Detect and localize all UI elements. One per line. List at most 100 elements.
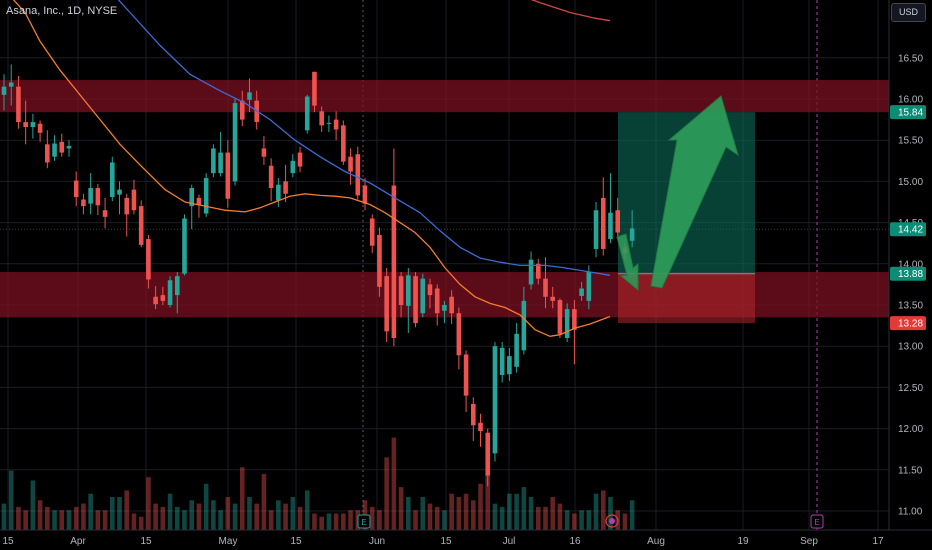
price-tick-label: 11.00 (898, 507, 923, 518)
candle (355, 146, 361, 200)
candle (59, 133, 65, 157)
price-tick-label: 12.00 (898, 424, 923, 435)
volume-bar (276, 500, 281, 530)
candle (225, 140, 231, 208)
volume-bar (117, 497, 122, 530)
candle-body (456, 313, 462, 356)
volume-bar (232, 503, 238, 530)
candle-body (615, 210, 620, 233)
time-tick-label: Jun (369, 536, 385, 547)
volume-bar (543, 506, 548, 530)
time-tick-label: Aug (647, 536, 665, 547)
price-tick-label: 12.50 (898, 383, 923, 394)
volume-bar (434, 506, 440, 530)
volume-bar (124, 490, 130, 530)
candle-body (232, 103, 238, 182)
candle (283, 164, 288, 202)
time-tick-label: May (219, 536, 238, 547)
time-tick-label: Jul (503, 536, 516, 547)
candle-body (37, 123, 43, 133)
candle (579, 281, 584, 301)
volume-bar (600, 490, 606, 530)
candle-body (586, 272, 592, 301)
volume-bar (254, 503, 259, 530)
volume-bar (456, 497, 462, 530)
candle-body (16, 86, 21, 123)
candle-body (239, 100, 245, 120)
candle-body (355, 154, 361, 196)
candle (45, 130, 50, 169)
candle-body (507, 356, 512, 375)
candle-body (514, 333, 519, 367)
candle (369, 214, 375, 254)
candle-body (247, 92, 252, 100)
candle (384, 267, 389, 343)
candle (564, 303, 570, 343)
volume-bar (160, 506, 166, 530)
price-tag-label: 13.28 (898, 319, 923, 330)
candle-body (138, 206, 144, 245)
candle-body (593, 210, 599, 249)
candle (420, 273, 426, 318)
moving-averages (12, 0, 611, 337)
volume-bar (73, 506, 79, 530)
candle-body (535, 263, 541, 279)
candle-body (304, 96, 310, 131)
big-arrow-up-icon[interactable] (650, 95, 739, 289)
time-tick-label: 15 (290, 536, 302, 547)
candle-body (30, 122, 36, 128)
candle (160, 286, 166, 305)
candle-body (110, 162, 115, 198)
candle (413, 272, 418, 328)
candle (341, 120, 346, 165)
time-tick-label: 17 (872, 536, 884, 547)
candle-body (406, 275, 411, 306)
volume-bar (608, 497, 613, 530)
candle (37, 120, 43, 142)
candle-body (600, 197, 606, 249)
candle-body (290, 160, 296, 174)
candle-body (81, 199, 86, 207)
price-tag-box (890, 105, 926, 120)
stop-area (618, 273, 755, 324)
candle (362, 178, 368, 211)
price-tag-label: 15.84 (898, 108, 923, 119)
candle (434, 284, 440, 326)
volume-bar (463, 493, 469, 530)
candle (290, 154, 296, 178)
candle (492, 342, 498, 462)
volume-bar (102, 510, 108, 530)
candle-body (297, 152, 303, 167)
candle (456, 307, 462, 370)
volume-bar (377, 510, 382, 530)
candle (1, 74, 7, 111)
candle (478, 413, 483, 447)
volume-bar (30, 480, 36, 530)
candle (615, 197, 620, 240)
earnings-marker-box (357, 514, 371, 529)
volume-bar (138, 516, 144, 530)
candle (203, 173, 209, 217)
price-tick-label: 16.00 (898, 95, 923, 106)
candle (507, 347, 512, 381)
candle (232, 99, 238, 186)
candle-body (189, 187, 195, 207)
candle (182, 214, 187, 276)
candle-body (572, 309, 577, 330)
candle-body (499, 347, 505, 376)
candle (146, 234, 151, 289)
currency-button[interactable]: USD (891, 3, 926, 22)
time-tick-label: 15 (140, 536, 152, 547)
drawing-arrows[interactable] (616, 95, 739, 292)
price-tick-label: 15.50 (898, 136, 923, 147)
earnings-marker-box (810, 514, 824, 529)
time-axis[interactable]: 15 Apr 15 May 15 Jun 15 Jul 16 Aug 19 Sep 17 (0, 529, 932, 550)
candle-body (348, 156, 353, 172)
volume-bar (579, 510, 584, 530)
volume-bar (174, 506, 180, 530)
candle-body (167, 280, 173, 305)
candle-body (225, 152, 231, 199)
small-arrow-down-icon[interactable] (616, 233, 639, 292)
